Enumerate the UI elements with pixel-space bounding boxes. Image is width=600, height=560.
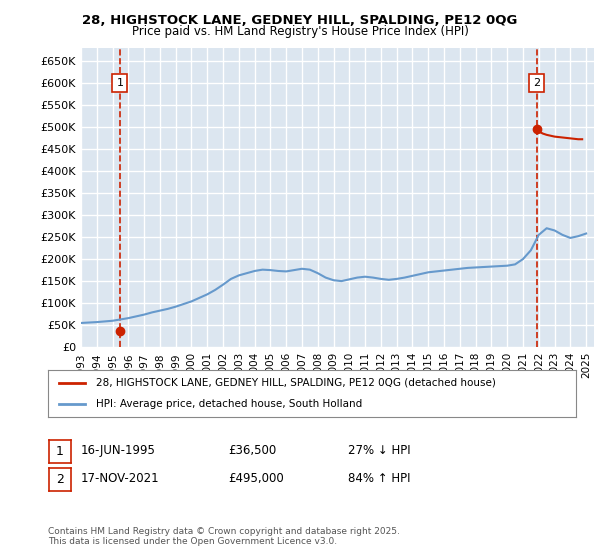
Text: 27% ↓ HPI: 27% ↓ HPI bbox=[348, 444, 410, 458]
Text: HPI: Average price, detached house, South Holland: HPI: Average price, detached house, Sout… bbox=[95, 399, 362, 409]
Text: 28, HIGHSTOCK LANE, GEDNEY HILL, SPALDING, PE12 0QG: 28, HIGHSTOCK LANE, GEDNEY HILL, SPALDIN… bbox=[82, 14, 518, 27]
Text: 17-NOV-2021: 17-NOV-2021 bbox=[81, 472, 160, 486]
Text: £36,500: £36,500 bbox=[228, 444, 276, 458]
Text: 84% ↑ HPI: 84% ↑ HPI bbox=[348, 472, 410, 486]
Text: 2: 2 bbox=[56, 473, 64, 486]
Text: Contains HM Land Registry data © Crown copyright and database right 2025.
This d: Contains HM Land Registry data © Crown c… bbox=[48, 526, 400, 546]
Text: 28, HIGHSTOCK LANE, GEDNEY HILL, SPALDING, PE12 0QG (detached house): 28, HIGHSTOCK LANE, GEDNEY HILL, SPALDIN… bbox=[95, 378, 496, 388]
Text: 1: 1 bbox=[116, 78, 124, 88]
Text: 2: 2 bbox=[533, 78, 541, 88]
Text: Price paid vs. HM Land Registry's House Price Index (HPI): Price paid vs. HM Land Registry's House … bbox=[131, 25, 469, 38]
Text: 16-JUN-1995: 16-JUN-1995 bbox=[81, 444, 156, 458]
Text: 1: 1 bbox=[56, 445, 64, 458]
Text: £495,000: £495,000 bbox=[228, 472, 284, 486]
